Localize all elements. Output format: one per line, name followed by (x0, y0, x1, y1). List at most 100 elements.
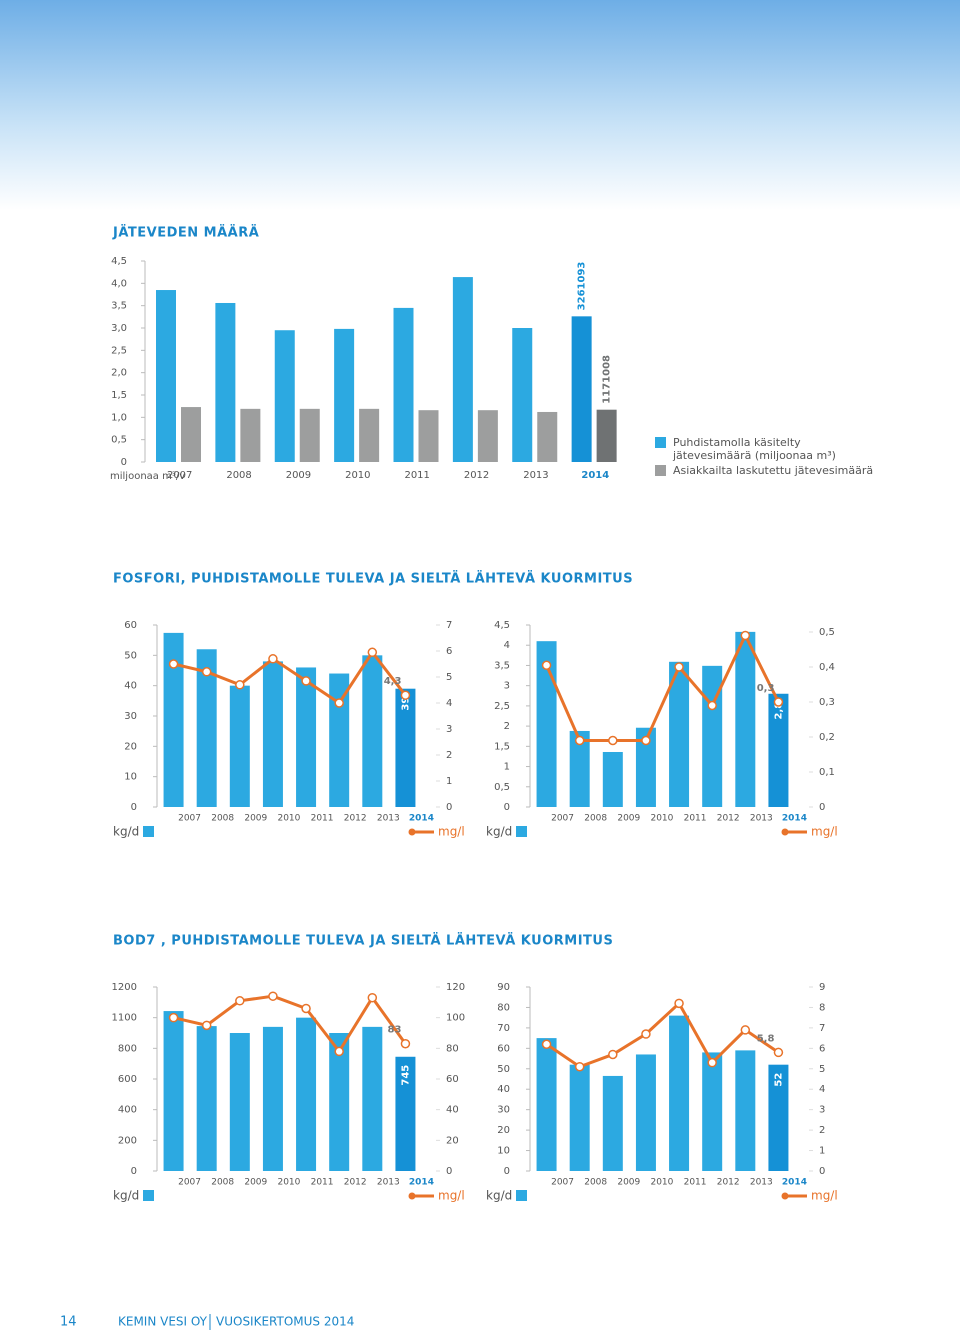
y-tick-label: 0 (121, 457, 127, 468)
y-tick-label: 4,0 (111, 278, 127, 289)
line-marker (201, 1020, 212, 1031)
bar (296, 667, 317, 807)
bar (536, 641, 557, 807)
legend-swatch (655, 465, 666, 476)
bar (602, 751, 623, 807)
y2-tick-label: 6 (819, 1043, 825, 1054)
x-tick-label: 2012 (344, 1178, 367, 1188)
x-tick-label: 2010 (277, 814, 300, 824)
line-marker (674, 662, 684, 672)
legend-swatch (655, 437, 666, 448)
line-marker (641, 1029, 651, 1039)
x-tick-label: 2011 (311, 814, 334, 824)
y2-axis-label: mg/l (811, 825, 838, 839)
bar (393, 307, 414, 462)
value-label: 39 (400, 697, 411, 711)
line-marker (707, 700, 717, 711)
y-tick-label: 1,5 (494, 741, 510, 752)
section-title: JÄTEVEDEN MÄÄRÄ (112, 225, 259, 241)
line-marker (168, 659, 179, 669)
y-tick-label: 20 (497, 1125, 510, 1136)
y-axis-label: kg/d (113, 825, 139, 839)
x-tick-label: 2007 (551, 814, 574, 824)
y-tick-label: 800 (118, 1043, 137, 1054)
x-tick-label: 2013 (750, 1178, 773, 1188)
y-tick-label: 0 (504, 1166, 510, 1177)
line-marker (367, 992, 378, 1003)
x-tick-label: 2009 (244, 1178, 267, 1188)
line-marker (541, 660, 552, 670)
y-tick-label: 40 (124, 681, 137, 692)
x-tick-label: 2010 (345, 470, 370, 481)
y-tick-label: 600 (118, 1074, 137, 1085)
bar (274, 330, 295, 462)
line-marker (235, 680, 245, 690)
y2-tick-label: 7 (819, 1023, 825, 1034)
y2-tick-label: 1 (446, 776, 452, 787)
legend-swatch (143, 1190, 154, 1201)
x-tick-label: 2008 (584, 1178, 607, 1188)
x-tick-label: 2013 (377, 814, 400, 824)
bar (329, 1033, 350, 1171)
y2-tick-label: 0 (819, 1166, 825, 1177)
bar (635, 727, 656, 807)
legend-marker (781, 1192, 789, 1200)
y-tick-label: 90 (497, 982, 510, 993)
y-tick-label: 30 (497, 1105, 510, 1116)
x-tick-label: 2014 (581, 470, 609, 481)
line-marker (201, 667, 212, 677)
x-tick-label: 2007 (167, 470, 192, 481)
value-label: 2,8 (773, 702, 784, 720)
legend-marker (781, 828, 789, 836)
bar (362, 1026, 383, 1171)
bar (571, 316, 592, 462)
y-tick-label: 3 (504, 681, 510, 692)
section-title: BOD7 , PUHDISTAMOLLE TULEVA JA SIELTÄ LÄ… (113, 933, 613, 949)
bar (536, 1038, 557, 1171)
y2-tick-label: 3 (819, 1105, 825, 1116)
x-tick-label: 2009 (617, 814, 640, 824)
y-tick-label: 4,5 (494, 620, 510, 631)
y-axis-label: kg/d (486, 1189, 512, 1203)
y2-tick-label: 7 (446, 620, 452, 631)
y-tick-label: 0 (131, 1166, 137, 1177)
y2-axis-label: mg/l (811, 1189, 838, 1203)
line-marker (168, 1012, 179, 1023)
y2-tick-label: 4 (446, 698, 452, 709)
x-tick-label: 2012 (464, 470, 489, 481)
x-tick-label: 2007 (178, 1178, 201, 1188)
x-tick-label: 2007 (551, 1178, 574, 1188)
bar (477, 410, 498, 462)
x-tick-label: 2014 (409, 814, 434, 824)
line-marker (773, 1047, 784, 1058)
bar (669, 661, 690, 807)
value-label: 52 (773, 1073, 784, 1087)
y-tick-label: 70 (497, 1023, 510, 1034)
y-tick-label: 10 (497, 1146, 510, 1157)
line-marker (301, 1003, 311, 1014)
value-label: 0,3 (757, 683, 775, 694)
x-tick-label: 2012 (717, 814, 740, 824)
y-axis-label: miljoonaa m³/v (110, 471, 185, 482)
y-tick-label: 60 (124, 620, 137, 631)
y-tick-label: 1 (504, 762, 510, 773)
y-tick-label: 3,5 (111, 301, 127, 312)
y2-tick-label: 4 (819, 1084, 825, 1095)
y-tick-label: 20 (124, 741, 137, 752)
y-tick-label: 1100 (112, 1013, 137, 1024)
bar (537, 411, 558, 462)
bar (768, 1064, 789, 1171)
bar (262, 661, 283, 807)
legend-label: Asiakkailta laskutettu jätevesimäärä (673, 464, 874, 477)
y-tick-label: 0 (131, 802, 137, 813)
line-marker (268, 654, 278, 664)
line (173, 994, 407, 1055)
bar (669, 1015, 690, 1171)
line-marker (608, 735, 618, 746)
y2-tick-label: 8 (819, 1002, 825, 1013)
legend-swatch (516, 1190, 527, 1201)
y-axis-label: kg/d (486, 825, 512, 839)
y-tick-label: 400 (118, 1105, 137, 1116)
y-tick-label: 3,0 (111, 323, 127, 334)
